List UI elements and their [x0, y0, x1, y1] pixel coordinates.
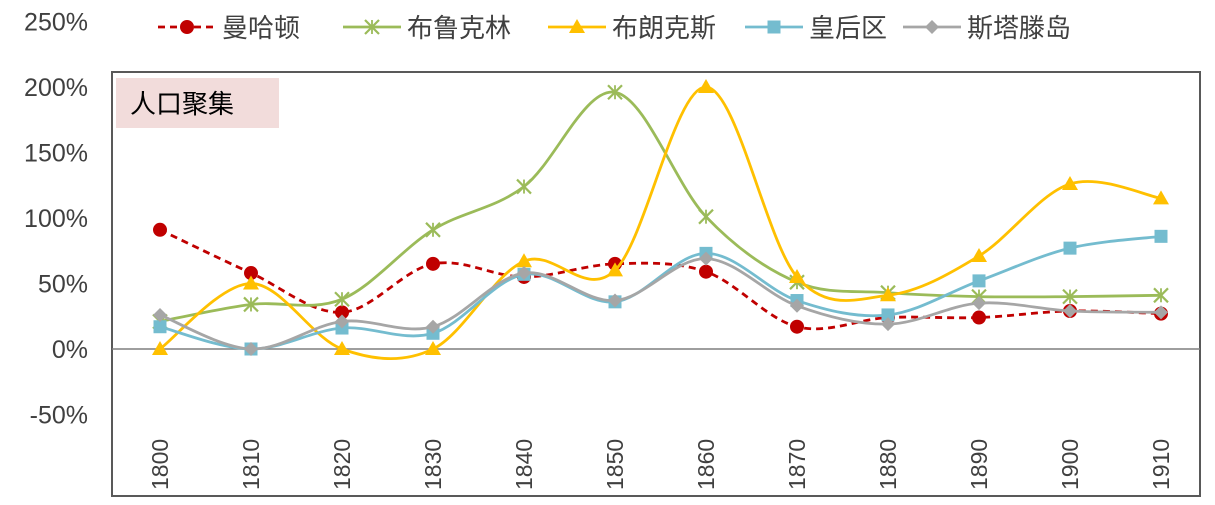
x-tick-label: 1880 [875, 439, 901, 490]
legend-marker [569, 19, 585, 33]
data-point [972, 296, 986, 311]
x-tick-label: 1830 [420, 439, 446, 490]
x-tick-label: 1900 [1057, 439, 1083, 490]
series-line [159, 85, 1162, 360]
legend-item: 皇后区 [745, 13, 887, 43]
data-point [607, 262, 623, 277]
legend-marker [767, 20, 781, 34]
data-point [244, 342, 258, 356]
x-tick-label: 1810 [238, 439, 264, 490]
data-point [698, 208, 714, 225]
x-tick-label: 1890 [966, 439, 992, 490]
data-point [1153, 190, 1169, 205]
legend-item: 曼哈顿 [158, 13, 300, 43]
annotation-box: 人口聚集 [116, 78, 279, 128]
y-tick-label: 250% [24, 9, 88, 37]
data-point [517, 266, 531, 281]
legend-label: 布鲁克林 [407, 13, 511, 43]
data-point [971, 247, 987, 262]
annotation-background [116, 78, 279, 128]
data-point [334, 341, 350, 355]
legend-item: 布鲁克林 [343, 13, 511, 43]
data-point [972, 274, 986, 288]
data-point [790, 298, 804, 313]
data-point [790, 319, 804, 334]
data-point [881, 317, 895, 332]
chart-legend: 曼哈顿 布鲁克林 布朗克斯 皇后区 斯塔滕岛 [158, 13, 1071, 43]
data-point [153, 222, 167, 237]
y-tick-label: 50% [38, 271, 88, 299]
data-point [608, 293, 622, 308]
legend-label: 布朗克斯 [612, 13, 716, 43]
x-tick-label: 1840 [511, 439, 537, 490]
y-tick-label: 0% [52, 336, 88, 364]
data-point [1063, 304, 1077, 319]
data-point [425, 222, 441, 238]
data-point [1154, 305, 1168, 320]
legend-label: 皇后区 [809, 13, 887, 43]
data-point [1153, 287, 1169, 304]
series-line [159, 90, 1162, 323]
legend-marker [180, 20, 194, 34]
series-group [152, 79, 1169, 360]
x-tick-label: 1910 [1148, 439, 1174, 490]
x-tick-label: 1850 [602, 439, 628, 490]
plot-area-border [111, 71, 1201, 497]
series-line [159, 228, 1162, 331]
legend-marker [925, 20, 939, 34]
x-tick-label: 1800 [147, 439, 173, 490]
data-point [698, 79, 714, 93]
data-point [699, 251, 713, 266]
data-point [789, 268, 805, 283]
data-point [153, 320, 167, 334]
legend-item: 布朗克斯 [548, 13, 716, 43]
series-1 [152, 84, 1169, 330]
y-tick-label: 150% [24, 140, 88, 168]
data-point [425, 341, 441, 355]
data-point [516, 253, 532, 268]
legend-label: 曼哈顿 [222, 13, 300, 43]
data-point [607, 84, 623, 101]
data-point [335, 314, 349, 329]
x-axis-ticks: 1800 1810 1820 1830 1840 1850 1860 1870 1880 1890… [147, 439, 1174, 490]
data-point [1063, 241, 1077, 255]
y-tick-label: -50% [30, 402, 88, 430]
x-tick-label: 1820 [329, 439, 355, 490]
series-3 [153, 229, 1168, 356]
data-point [334, 291, 350, 307]
data-point [1154, 229, 1168, 243]
data-point [881, 308, 895, 322]
data-point [243, 275, 259, 290]
data-point [1062, 288, 1078, 305]
data-point [426, 319, 440, 334]
x-tick-label: 1860 [693, 439, 719, 490]
data-point [972, 310, 986, 325]
data-point [880, 287, 896, 302]
y-axis-ticks: 250% 200% 150% 100% 50% 0% -50% [24, 9, 88, 430]
data-point [516, 178, 532, 195]
data-point [153, 307, 167, 322]
legend-item: 斯塔滕岛 [903, 13, 1071, 43]
data-point [426, 256, 440, 271]
data-point [152, 341, 168, 355]
x-tick-label: 1870 [784, 439, 810, 490]
legend-marker [364, 19, 380, 35]
series-4 [153, 251, 1168, 356]
series-2 [152, 79, 1169, 360]
data-point [243, 296, 259, 313]
annotation-label: 人口聚集 [130, 89, 234, 119]
y-tick-label: 200% [24, 74, 88, 102]
y-tick-label: 100% [24, 205, 88, 233]
legend-label: 斯塔滕岛 [967, 13, 1071, 43]
data-point [1062, 175, 1078, 190]
data-point [699, 264, 713, 279]
